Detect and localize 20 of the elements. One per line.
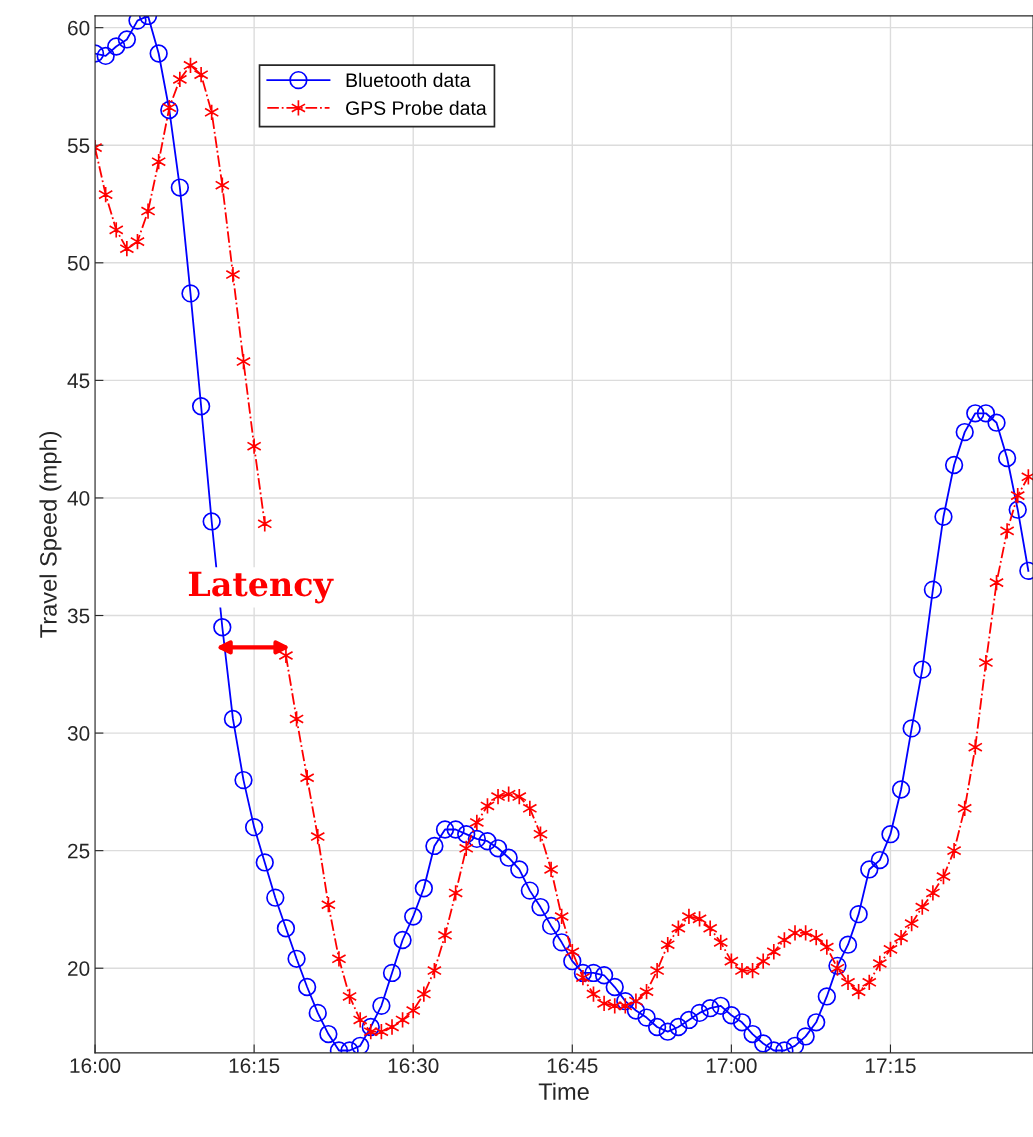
y-tick-label: 20	[68, 961, 90, 976]
y-tick-label: 50	[67, 255, 90, 271]
x-axis-title: Time	[538, 1082, 589, 1101]
x-tick-label: 16:45	[547, 1058, 598, 1074]
legend-label: Bluetooth data	[346, 72, 471, 88]
x-tick-label: 17:00	[706, 1058, 757, 1074]
y-tick-label: 35	[67, 608, 90, 624]
x-tick-label: 17:15	[865, 1058, 916, 1074]
annotation: Latency	[188, 571, 334, 604]
y-tick-label: 55	[67, 138, 90, 153]
y-tick-label: 45	[67, 373, 90, 389]
y-tick-label: 60	[68, 20, 90, 36]
y-tick-label: 25	[68, 843, 90, 859]
y-axis-title: Travel Speed (mph)	[39, 431, 62, 638]
x-tick-label: 16:30	[388, 1058, 439, 1074]
y-tick-label: 30	[67, 726, 90, 741]
legend-label: GPS Probe data	[346, 100, 487, 115]
x-tick-label: 16:15	[229, 1058, 280, 1074]
x-tick-label: 16:00	[70, 1058, 121, 1074]
y-tick-label: 40	[67, 490, 90, 506]
